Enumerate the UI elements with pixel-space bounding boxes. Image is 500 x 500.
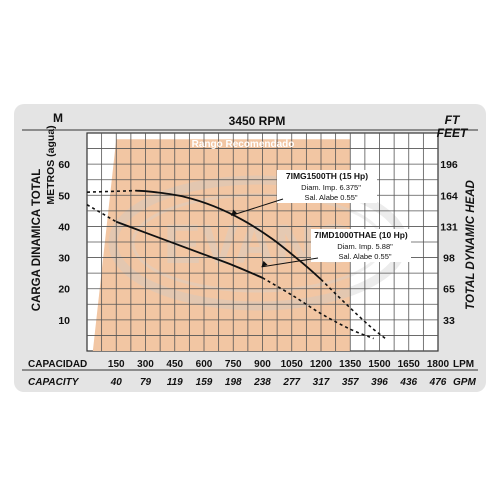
x-tick-label-lpm: 750 <box>225 359 242 370</box>
x-tick-label-gpm: 238 <box>253 377 271 388</box>
x-tick-label-lpm: 1200 <box>310 359 333 370</box>
x-axis-primary-title: CAPACIDAD <box>28 359 87 370</box>
x-tick-label-gpm: 79 <box>140 377 152 388</box>
series-2-leader <box>261 257 319 268</box>
y-tick-label-feet: 131 <box>440 221 458 233</box>
x-tick-label-gpm: 436 <box>399 377 417 388</box>
y-tick-label-feet: 33 <box>443 315 455 327</box>
x-tick-label-lpm: 600 <box>196 359 213 370</box>
x-tick-label-gpm: 159 <box>196 377 213 388</box>
x-tick-label-lpm: 1500 <box>368 359 391 370</box>
x-tick-label-gpm: 357 <box>342 377 359 388</box>
x-tick-labels: 150 40 300 79 450 119 600 159 750 198 900 238 1050 27… <box>108 359 450 388</box>
x-tick-label-lpm: 150 <box>108 359 125 370</box>
series-1-note-diameter: Diam. Imp. 6.375" <box>301 183 361 192</box>
y-tick-label-feet: 164 <box>440 190 458 202</box>
y-tick-label-meters: 10 <box>58 315 70 327</box>
y-axis-left-title: CARGA DINAMICA TOTAL <box>31 169 43 311</box>
x-tick-label-lpm: 900 <box>254 359 271 370</box>
series-1-dashed-start <box>86 189 136 193</box>
y-tick-label-meters: 20 <box>58 284 70 296</box>
series-1-leader <box>231 198 284 217</box>
x-tick-label-gpm: 198 <box>225 377 242 388</box>
series-2-arrowhead <box>261 260 268 267</box>
y-tick-label-meters: 30 <box>58 253 70 265</box>
series-1-note-vane: Sal. Alabe 0.55" <box>304 193 357 202</box>
x-tick-label-lpm: 1800 <box>427 359 450 370</box>
series-2-name: 7IMD1000THAE (10 Hp) <box>314 230 408 240</box>
series-1-dashed-end <box>320 278 386 340</box>
series-2-note-vane: Sal. Alabe 0.55" <box>338 252 391 261</box>
x-tick-label-gpm: 476 <box>429 377 447 388</box>
series-2-label-box <box>311 229 411 262</box>
x-tick-label-lpm: 1050 <box>281 359 304 370</box>
y-tick-label-feet: 65 <box>443 284 455 296</box>
x-tick-label-gpm: 396 <box>371 377 388 388</box>
x-tick-label-gpm: 277 <box>282 377 300 388</box>
x-tick-label-lpm: 300 <box>137 359 154 370</box>
series-2-curve <box>115 220 263 279</box>
x-axis-secondary-unit: GPM <box>453 377 476 388</box>
series-1-name: 7IMG1500TH (15 Hp) <box>286 171 368 181</box>
series-labels: 7IMG1500TH (15 Hp)Diam. Imp. 6.375"Sal. … <box>231 170 411 268</box>
series-1-arrowhead <box>231 209 238 216</box>
right-unit-top: FT <box>445 113 461 127</box>
right-unit-bottom: FEET <box>437 126 469 140</box>
x-axis-secondary-title: CAPACITY <box>28 377 80 388</box>
x-tick-label-lpm: 1650 <box>398 359 421 370</box>
series-1-label-box <box>277 170 377 203</box>
y-tick-label-meters: 60 <box>58 159 70 171</box>
y-tick-label-feet: 196 <box>440 159 458 171</box>
y-axis-left-subtitle: METROS (agua) <box>45 125 57 204</box>
y-tick-label-meters: 40 <box>58 221 70 233</box>
series-2-dashed-end <box>262 277 374 340</box>
x-tick-label-gpm: 40 <box>110 377 123 388</box>
recommended-range-label: Rango Recomendado <box>192 139 295 150</box>
y-tick-labels: 10 33 20 65 30 98 40 131 50 164 60 196 <box>58 159 458 327</box>
series-2-note-diameter: Diam. Imp. 5.88" <box>337 242 393 251</box>
y-axis-right-title: TOTAL DYNAMIC HEAD <box>465 180 477 310</box>
x-axis-primary-unit: LPM <box>453 359 474 370</box>
x-tick-label-gpm: 317 <box>313 377 330 388</box>
y-tick-label-feet: 98 <box>443 253 455 265</box>
x-tick-label-gpm: 119 <box>167 377 183 388</box>
grid <box>87 133 438 351</box>
x-tick-label-lpm: 450 <box>166 359 183 370</box>
y-tick-label-meters: 50 <box>58 190 70 202</box>
x-tick-label-lpm: 1350 <box>339 359 362 370</box>
chart-title: 3450 RPM <box>229 114 286 128</box>
left-unit-label: M <box>53 111 63 125</box>
